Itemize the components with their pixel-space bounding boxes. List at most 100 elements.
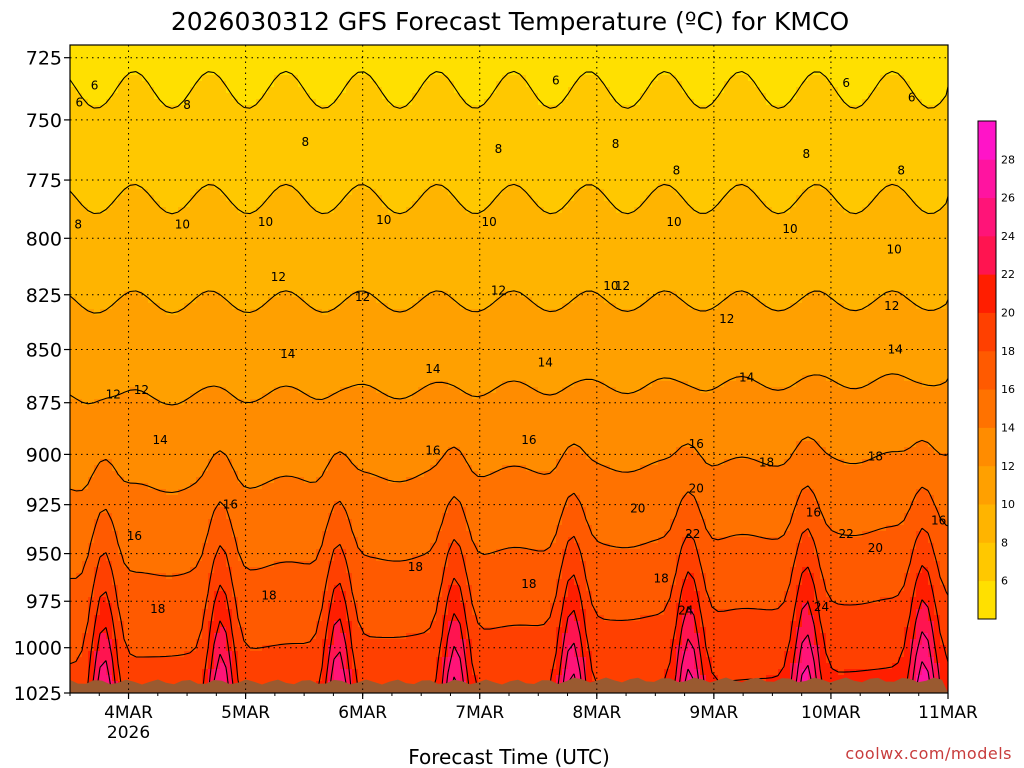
field-cell [82,171,89,178]
field-cell [898,213,905,220]
field-cell [550,243,557,250]
field-cell [664,147,671,154]
field-cell [784,63,791,70]
field-cell [370,231,377,238]
field-cell [772,153,779,160]
field-cell [142,99,149,106]
field-cell [910,63,917,70]
field-cell [622,243,629,250]
field-cell [352,201,359,208]
field-cell [628,159,635,166]
field-cell [202,201,209,208]
field-cell [352,207,359,214]
field-cell [190,159,197,166]
field-cell [700,195,707,202]
field-cell [70,171,77,178]
field-cell [868,81,875,88]
field-cell [382,165,389,172]
field-cell [562,147,569,154]
field-cell [388,135,395,142]
field-cell [736,105,743,112]
field-cell [700,81,707,88]
field-cell [340,207,347,214]
field-cell [766,51,773,58]
field-cell [100,165,107,172]
field-cell [238,165,245,172]
field-cell [280,225,287,232]
field-cell [316,183,323,190]
field-cell [418,75,425,82]
field-cell [628,75,635,82]
field-cell [832,171,839,178]
field-cell [142,225,149,232]
field-cell [100,141,107,148]
field-cell [364,45,371,52]
field-cell [196,159,203,166]
field-cell [478,111,485,118]
field-cell [862,63,869,70]
field-cell [862,231,869,238]
field-cell [478,123,485,130]
field-cell [292,51,299,58]
field-cell [580,117,587,124]
field-cell [388,93,395,100]
field-cell [796,213,803,220]
field-cell [934,153,941,160]
field-cell [448,189,455,196]
field-cell [856,93,863,100]
field-cell [628,165,635,172]
field-cell [694,219,701,226]
field-cell [130,87,137,94]
field-cell [406,213,413,220]
field-cell [406,51,413,58]
field-cell [292,147,299,154]
field-cell [652,147,659,154]
field-cell [232,165,239,172]
field-cell [346,51,353,58]
field-cell [568,213,575,220]
field-cell [520,201,527,208]
field-cell [538,231,545,238]
field-cell [208,207,215,214]
field-cell [880,87,887,94]
field-cell [418,111,425,118]
field-cell [334,165,341,172]
field-cell [922,213,929,220]
field-cell [850,147,857,154]
field-cell [70,195,77,202]
field-cell [70,111,77,118]
field-cell [832,147,839,154]
field-cell [316,117,323,124]
field-cell [334,105,341,112]
field-cell [262,159,269,166]
field-cell [124,81,131,88]
field-cell [820,81,827,88]
field-cell [334,51,341,58]
field-cell [778,189,785,196]
field-cell [610,45,617,52]
field-cell [832,105,839,112]
field-cell [502,45,509,52]
field-cell [700,135,707,142]
field-cell [160,243,167,250]
field-cell [118,45,125,52]
field-cell [682,177,689,184]
field-cell [670,81,677,88]
field-cell [142,135,149,142]
field-cell [328,63,335,70]
field-cell [814,63,821,70]
field-cell [886,111,893,118]
field-cell [898,141,905,148]
field-cell [928,87,935,94]
field-cell [70,63,77,70]
field-cell [784,237,791,244]
field-cell [514,153,521,160]
field-cell [112,99,119,106]
field-cell [688,63,695,70]
field-cell [550,129,557,136]
field-cell [496,129,503,136]
field-cell [310,105,317,112]
field-cell [400,87,407,94]
field-cell [592,141,599,148]
field-cell [886,159,893,166]
